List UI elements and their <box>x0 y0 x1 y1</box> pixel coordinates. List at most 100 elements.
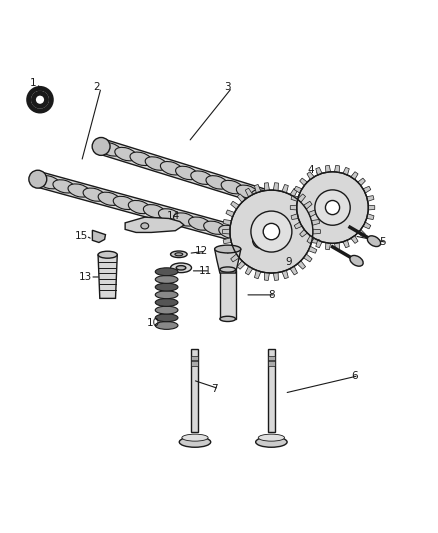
Ellipse shape <box>155 306 178 314</box>
Ellipse shape <box>145 157 167 170</box>
Polygon shape <box>343 240 349 248</box>
Polygon shape <box>316 167 322 175</box>
Circle shape <box>325 200 339 215</box>
Text: 9: 9 <box>286 257 292 267</box>
Polygon shape <box>316 240 322 248</box>
Ellipse shape <box>220 267 236 272</box>
Text: 3: 3 <box>224 83 231 93</box>
Polygon shape <box>367 196 374 201</box>
Polygon shape <box>226 210 234 217</box>
Ellipse shape <box>215 245 241 253</box>
Bar <box>268 350 275 432</box>
Ellipse shape <box>206 176 228 189</box>
Bar <box>191 350 198 432</box>
Ellipse shape <box>115 147 137 161</box>
Ellipse shape <box>143 205 166 218</box>
Polygon shape <box>367 214 374 220</box>
Ellipse shape <box>173 213 196 226</box>
Text: 2: 2 <box>93 83 100 93</box>
Ellipse shape <box>219 225 241 238</box>
Polygon shape <box>223 229 230 234</box>
Ellipse shape <box>176 265 186 270</box>
Ellipse shape <box>29 170 47 188</box>
Polygon shape <box>304 254 312 262</box>
Ellipse shape <box>258 434 285 441</box>
Ellipse shape <box>170 251 187 257</box>
Ellipse shape <box>98 251 117 258</box>
Ellipse shape <box>155 314 178 322</box>
Ellipse shape <box>175 253 183 256</box>
Text: 8: 8 <box>268 290 275 300</box>
Ellipse shape <box>113 196 135 209</box>
Polygon shape <box>297 261 306 269</box>
Polygon shape <box>294 186 302 193</box>
Polygon shape <box>300 178 307 185</box>
Polygon shape <box>282 270 288 279</box>
Text: 1: 1 <box>30 78 37 88</box>
Polygon shape <box>291 214 298 220</box>
Polygon shape <box>304 201 312 209</box>
Polygon shape <box>335 243 339 250</box>
Text: 15: 15 <box>75 231 88 241</box>
Ellipse shape <box>33 93 46 106</box>
Polygon shape <box>290 188 297 197</box>
Ellipse shape <box>160 161 182 175</box>
Polygon shape <box>98 255 117 298</box>
Text: 13: 13 <box>79 272 92 282</box>
Polygon shape <box>36 172 262 248</box>
Polygon shape <box>223 238 231 244</box>
Ellipse shape <box>176 166 198 180</box>
Polygon shape <box>358 230 365 237</box>
Polygon shape <box>237 194 245 203</box>
Text: 7: 7 <box>211 384 218 394</box>
Ellipse shape <box>182 434 208 441</box>
Polygon shape <box>282 184 288 193</box>
Polygon shape <box>307 172 314 180</box>
Text: 4: 4 <box>307 165 314 175</box>
Ellipse shape <box>350 255 363 266</box>
Circle shape <box>297 172 368 244</box>
Ellipse shape <box>92 138 110 156</box>
Polygon shape <box>254 184 261 193</box>
Polygon shape <box>215 249 241 273</box>
Circle shape <box>263 223 279 240</box>
Ellipse shape <box>220 316 236 321</box>
Polygon shape <box>313 229 320 234</box>
Polygon shape <box>92 230 106 243</box>
Polygon shape <box>226 246 234 253</box>
Ellipse shape <box>179 437 211 447</box>
Polygon shape <box>245 188 253 197</box>
Text: 12: 12 <box>195 246 208 256</box>
Ellipse shape <box>253 232 268 248</box>
Polygon shape <box>351 236 358 244</box>
Ellipse shape <box>191 171 213 184</box>
Polygon shape <box>223 220 231 225</box>
Polygon shape <box>325 243 331 250</box>
Polygon shape <box>368 205 375 210</box>
Ellipse shape <box>128 200 150 214</box>
Ellipse shape <box>28 88 51 111</box>
Polygon shape <box>245 266 253 275</box>
Ellipse shape <box>189 217 211 230</box>
Ellipse shape <box>155 291 178 298</box>
Polygon shape <box>363 222 371 229</box>
Polygon shape <box>358 178 365 185</box>
Polygon shape <box>325 165 331 172</box>
Polygon shape <box>343 167 349 175</box>
Polygon shape <box>291 196 298 201</box>
Polygon shape <box>237 261 245 269</box>
Polygon shape <box>311 238 320 244</box>
Text: 11: 11 <box>199 266 212 276</box>
Ellipse shape <box>99 143 122 156</box>
Bar <box>268 356 275 360</box>
Polygon shape <box>231 201 239 209</box>
Ellipse shape <box>130 152 152 166</box>
Polygon shape <box>220 270 236 319</box>
Polygon shape <box>335 165 339 172</box>
Polygon shape <box>297 194 306 203</box>
Ellipse shape <box>204 221 226 235</box>
Ellipse shape <box>53 180 75 193</box>
Ellipse shape <box>159 209 180 222</box>
Polygon shape <box>307 236 314 244</box>
Polygon shape <box>351 172 358 180</box>
